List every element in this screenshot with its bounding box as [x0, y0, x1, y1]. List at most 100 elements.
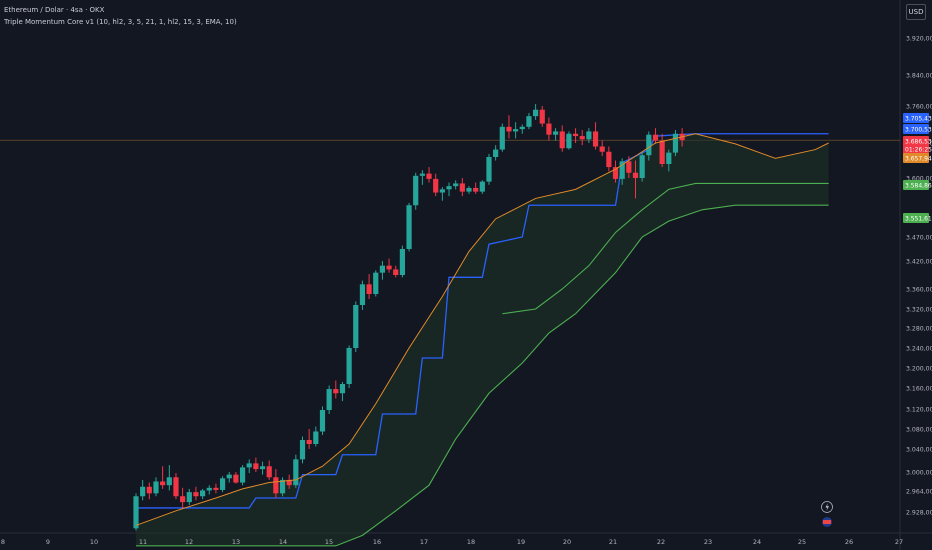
blue-support-line	[136, 133, 829, 509]
candle-body	[153, 481, 159, 494]
candle-body	[632, 172, 639, 178]
ema-line	[135, 133, 829, 526]
candle-body	[279, 479, 286, 494]
y-tick-label: 3.080,00	[906, 427, 932, 434]
y-tick-label: 3.360,00	[906, 287, 932, 294]
candle-body	[606, 151, 612, 168]
x-tick-label: 9	[46, 538, 50, 546]
y-tick-label: 3.160,00	[906, 386, 932, 393]
candle-body	[140, 486, 146, 497]
candle-body	[379, 265, 386, 273]
candle-body	[599, 146, 605, 152]
candle-body	[626, 161, 632, 173]
candle-body	[393, 269, 399, 275]
y-tick-label: 3.320,00	[906, 307, 932, 314]
candle-body	[306, 440, 312, 444]
x-tick-label: 23	[704, 538, 712, 546]
candle-body	[333, 389, 339, 394]
price-label-tag	[903, 113, 929, 123]
price-label-tag	[903, 213, 929, 223]
x-tick-label: 18	[467, 538, 475, 546]
price-label-text: 3.551,61	[905, 216, 932, 223]
candle-body	[233, 474, 239, 483]
candle-body	[539, 109, 545, 124]
candle-body	[319, 410, 326, 432]
x-tick-label: 26	[845, 538, 853, 546]
currency-button[interactable]: USD	[906, 4, 926, 20]
candle-body	[453, 183, 459, 187]
y-tick-label: 3.120,00	[906, 407, 932, 414]
y-tick-label: 3.240,00	[906, 346, 932, 353]
price-label-tag	[903, 124, 929, 134]
candle-body	[193, 492, 199, 497]
lightning-icon[interactable]	[821, 501, 833, 513]
candle-body	[493, 149, 499, 157]
y-tick-label: 3.000,00	[906, 470, 932, 477]
price-label-text: 3.705,43	[905, 116, 932, 123]
flag-icon[interactable]	[822, 517, 832, 527]
candle-body	[479, 181, 485, 192]
y-tick-label: 3.840,00	[906, 73, 932, 80]
candle-body	[526, 116, 532, 127]
x-tick-label: 8	[1, 538, 5, 546]
lightning-icon-bolt	[825, 503, 829, 511]
candle-body	[566, 133, 572, 149]
candle-body	[213, 487, 219, 490]
symbol-title: Ethereum / Dolar · 4sa · OKX	[4, 6, 105, 14]
y-tick-label: 3.600,00	[906, 176, 932, 183]
candle-body	[646, 134, 652, 156]
candle-body	[346, 348, 352, 384]
y-tick-label: 2.964,00	[906, 489, 932, 496]
candle-body	[259, 466, 266, 470]
candle-body	[433, 178, 439, 193]
candle-body	[459, 183, 465, 192]
candle-body	[219, 478, 226, 490]
x-tick-label: 11	[139, 538, 147, 546]
candle-body	[419, 173, 425, 176]
candle-body	[546, 123, 552, 135]
x-tick-label: 15	[325, 538, 333, 546]
y-tick-label: 3.200,00	[906, 366, 932, 373]
candle-body	[133, 496, 139, 529]
price-label-text: 01:26:25	[905, 147, 932, 154]
candle-body	[439, 189, 445, 193]
candle-body	[592, 131, 599, 147]
candle-body	[186, 492, 192, 503]
x-tick-label: 24	[753, 538, 761, 546]
price-label-tag	[903, 144, 929, 154]
candle-body	[533, 109, 539, 117]
candle-body	[180, 496, 186, 503]
candle-body	[286, 479, 292, 486]
candle-body	[466, 187, 472, 192]
candle-body	[413, 175, 419, 206]
candle-body	[373, 272, 379, 294]
y-tick-label: 3.280,00	[906, 326, 932, 333]
x-tick-label: 10	[90, 538, 98, 546]
x-tick-label: 27	[895, 538, 903, 546]
candle-body	[519, 126, 525, 130]
candle-body	[173, 477, 179, 497]
x-tick-label: 14	[279, 538, 287, 546]
candle-body	[353, 305, 359, 348]
x-tick-label: 13	[232, 538, 240, 546]
candle-body	[386, 265, 392, 270]
price-label-tag	[903, 153, 929, 163]
x-tick-label: 21	[609, 538, 617, 546]
candle-body	[446, 186, 452, 190]
candle-body	[206, 487, 212, 491]
price-label-text: 3.700,53	[905, 127, 932, 134]
candle-body	[239, 467, 246, 483]
candle-body	[513, 129, 519, 132]
candle-body	[486, 157, 492, 182]
y-tick-label: 2.928,00	[906, 510, 932, 517]
candle-body	[652, 134, 659, 141]
price-label-tag	[903, 136, 929, 146]
candle-body	[672, 133, 679, 153]
x-tick-label: 19	[517, 538, 525, 546]
y-tick-label: 3.420,00	[906, 259, 932, 266]
price-label-text: 3.584,86	[905, 183, 932, 190]
indicator-title: Triple Momentum Core v1 (10, hl2, 3, 5, …	[4, 18, 237, 26]
candle-body	[666, 152, 672, 164]
candle-body	[339, 384, 346, 394]
